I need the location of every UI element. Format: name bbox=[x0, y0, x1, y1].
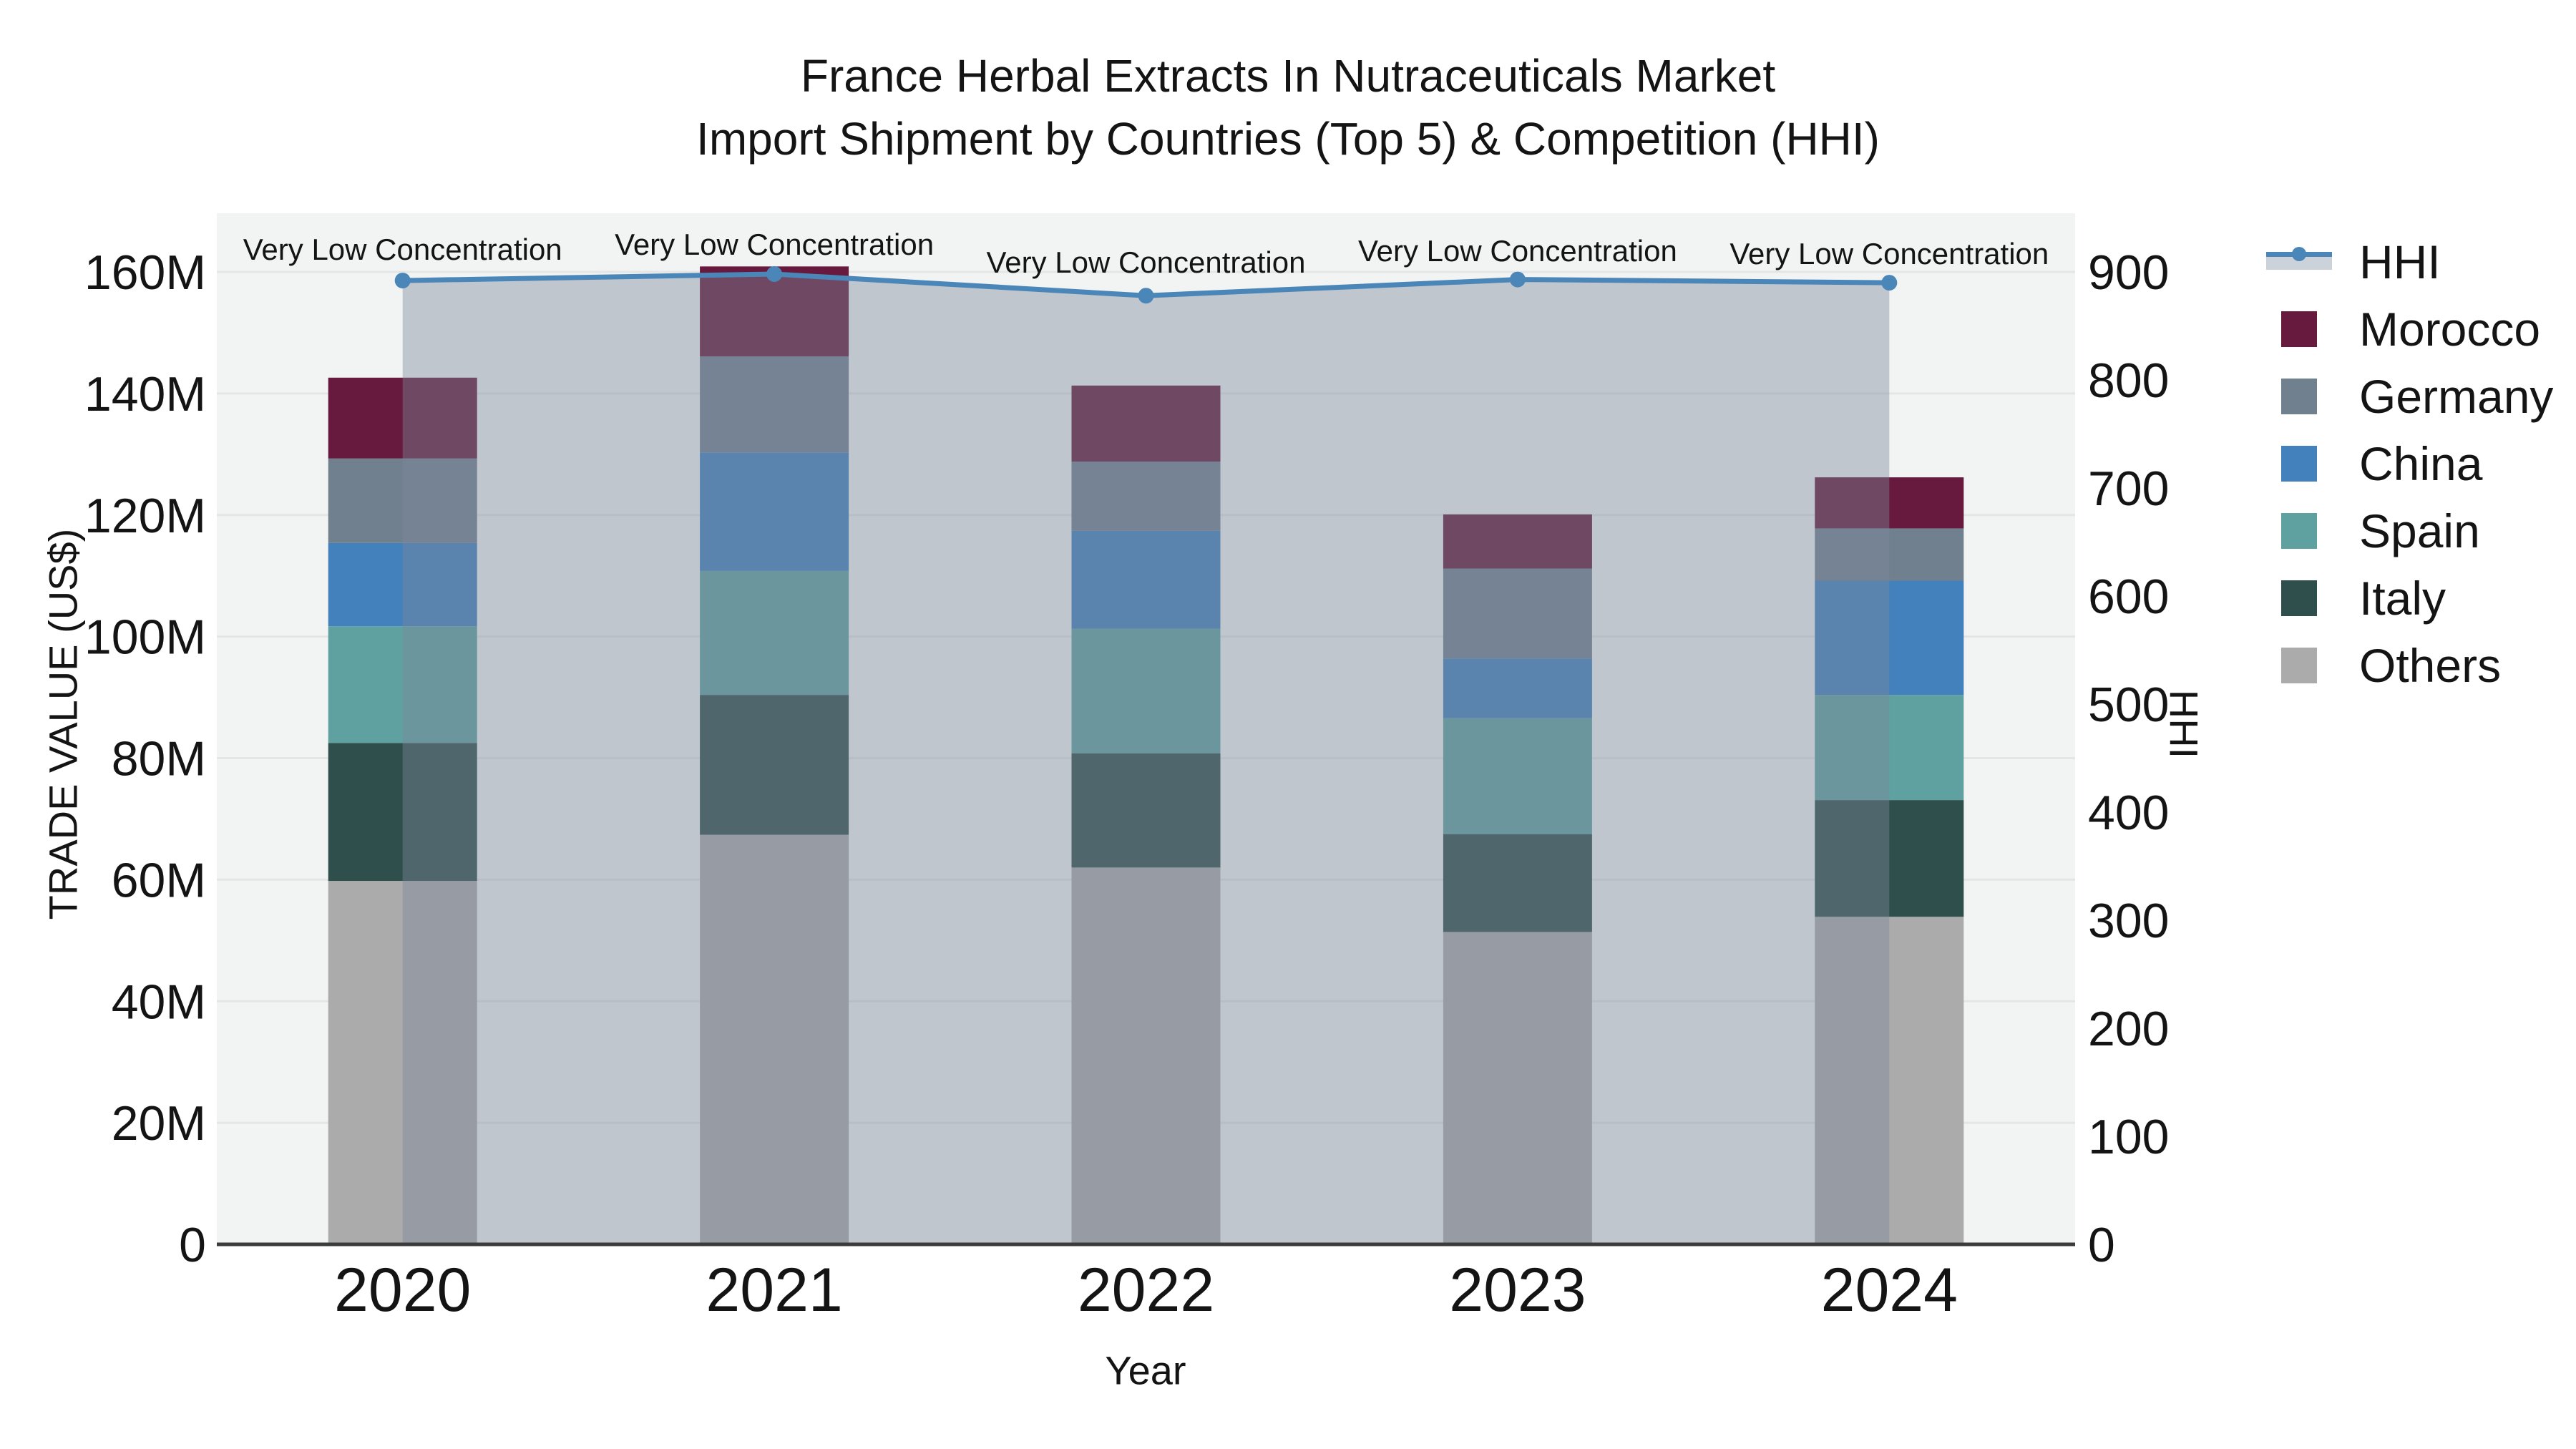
y-right-tick-900: 900 bbox=[2088, 245, 2169, 300]
bar-segment-others-2022[interactable] bbox=[1071, 867, 1221, 1244]
hhi-marker-2020[interactable] bbox=[394, 273, 411, 289]
hhi-marker-2023[interactable] bbox=[1509, 271, 1526, 288]
legend-item-italy[interactable]: Italy bbox=[2265, 565, 2553, 632]
legend-item-morocco[interactable]: Morocco bbox=[2265, 296, 2553, 363]
annotation-2020: Very Low Concentration bbox=[243, 233, 562, 266]
swatch-china bbox=[2281, 446, 2317, 482]
legend-swatch-china bbox=[2265, 446, 2333, 482]
legend-item-spain[interactable]: Spain bbox=[2265, 497, 2553, 565]
x-tick-2021: 2021 bbox=[706, 1256, 842, 1324]
y-left-tick-140M: 140M bbox=[84, 367, 206, 421]
bar-segment-germany-2022[interactable] bbox=[1071, 462, 1221, 531]
hhi-marker-2021[interactable] bbox=[766, 266, 783, 283]
bar-segment-china-2022[interactable] bbox=[1071, 530, 1221, 629]
y-right-tick-400: 400 bbox=[2088, 786, 2169, 840]
y-right-tick-700: 700 bbox=[2088, 462, 2169, 516]
legend-swatch-others bbox=[2265, 648, 2333, 683]
bar-segment-china-2021[interactable] bbox=[700, 452, 849, 571]
bar-segment-italy-2020[interactable] bbox=[328, 743, 477, 882]
legend-label-others: Others bbox=[2359, 639, 2502, 692]
y-left-tick-120M: 120M bbox=[84, 489, 206, 543]
y-right-tick-500: 500 bbox=[2088, 678, 2169, 732]
bar-segment-spain-2024[interactable] bbox=[1815, 695, 1964, 801]
annotation-2023: Very Low Concentration bbox=[1358, 234, 1677, 268]
x-tick-2024: 2024 bbox=[1821, 1256, 1958, 1324]
bar-segment-italy-2022[interactable] bbox=[1071, 753, 1221, 868]
y-left-tick-20M: 20M bbox=[112, 1096, 206, 1151]
hhi-marker-2022[interactable] bbox=[1138, 288, 1154, 304]
y-right-tick-300: 300 bbox=[2088, 894, 2169, 948]
legend-label-spain: Spain bbox=[2359, 504, 2480, 557]
y-right-tick-100: 100 bbox=[2088, 1110, 2169, 1164]
chart-title: France Herbal Extracts In Nutraceuticals… bbox=[0, 44, 2576, 170]
legend-swatch-italy bbox=[2265, 580, 2333, 616]
y-left-tick-40M: 40M bbox=[112, 975, 206, 1029]
legend-item-germany[interactable]: Germany bbox=[2265, 363, 2553, 430]
annotation-2024: Very Low Concentration bbox=[1729, 237, 2049, 270]
bar-segment-germany-2020[interactable] bbox=[328, 458, 477, 543]
legend-item-china[interactable]: China bbox=[2265, 430, 2553, 497]
bar-segment-morocco-2020[interactable] bbox=[328, 377, 477, 459]
x-tick-2023: 2023 bbox=[1449, 1256, 1586, 1324]
legend-swatch-germany bbox=[2265, 379, 2333, 414]
y-right-tick-800: 800 bbox=[2088, 353, 2169, 408]
x-axis-title: Year bbox=[1105, 1347, 1186, 1393]
legend-label-italy: Italy bbox=[2359, 572, 2446, 625]
legend-swatch-morocco bbox=[2265, 311, 2333, 347]
bar-segment-spain-2021[interactable] bbox=[700, 570, 849, 696]
swatch-spain bbox=[2281, 513, 2317, 549]
x-tick-2022: 2022 bbox=[1078, 1256, 1214, 1324]
bar-segment-morocco-2022[interactable] bbox=[1071, 385, 1221, 462]
x-tick-2020: 2020 bbox=[334, 1256, 471, 1324]
annotation-2021: Very Low Concentration bbox=[615, 228, 934, 261]
y-right-tick-600: 600 bbox=[2088, 570, 2169, 624]
bar-segment-china-2024[interactable] bbox=[1815, 580, 1964, 696]
y-left-tick-60M: 60M bbox=[112, 853, 206, 907]
hhi-line-sample-icon bbox=[2265, 247, 2333, 270]
bar-segment-spain-2020[interactable] bbox=[328, 626, 477, 743]
bar-segment-germany-2023[interactable] bbox=[1443, 568, 1592, 659]
bar-segment-china-2023[interactable] bbox=[1443, 658, 1592, 718]
bar-segment-morocco-2024[interactable] bbox=[1815, 477, 1964, 529]
legend-label-germany: Germany bbox=[2359, 370, 2554, 423]
y-left-tick-0: 0 bbox=[179, 1218, 206, 1272]
legend-label-morocco: Morocco bbox=[2359, 303, 2541, 356]
legend-label-china: China bbox=[2359, 437, 2483, 490]
swatch-morocco bbox=[2281, 311, 2317, 347]
bar-segment-others-2024[interactable] bbox=[1815, 917, 1964, 1244]
legend: HHI Morocco Germany China Spain Italy Others bbox=[2265, 228, 2553, 699]
hhi-marker-glyph bbox=[2292, 247, 2306, 261]
hhi-marker-2024[interactable] bbox=[1881, 275, 1898, 291]
y-right-tick-0: 0 bbox=[2088, 1218, 2115, 1272]
bar-segment-others-2021[interactable] bbox=[700, 834, 849, 1244]
swatch-germany bbox=[2281, 379, 2317, 414]
bar-segment-italy-2021[interactable] bbox=[700, 695, 849, 835]
y-left-tick-80M: 80M bbox=[112, 732, 206, 786]
swatch-others bbox=[2281, 648, 2317, 683]
hhi-area-sample bbox=[2266, 247, 2332, 270]
bar-segment-morocco-2023[interactable] bbox=[1443, 514, 1592, 569]
chart-title-line1: France Herbal Extracts In Nutraceuticals… bbox=[800, 50, 1776, 102]
swatch-italy bbox=[2281, 580, 2317, 616]
bar-segment-germany-2024[interactable] bbox=[1815, 528, 1964, 581]
legend-label-hhi: HHI bbox=[2359, 235, 2441, 288]
legend-item-others[interactable]: Others bbox=[2265, 632, 2553, 699]
y-right-tick-200: 200 bbox=[2088, 1002, 2169, 1056]
chart-title-line2: Import Shipment by Countries (Top 5) & C… bbox=[696, 113, 1880, 165]
legend-swatch-spain bbox=[2265, 513, 2333, 549]
legend-item-hhi[interactable]: HHI bbox=[2265, 228, 2553, 296]
annotation-2022: Very Low Concentration bbox=[987, 245, 1306, 279]
bar-segment-italy-2024[interactable] bbox=[1815, 800, 1964, 917]
bar-segment-spain-2022[interactable] bbox=[1071, 628, 1221, 753]
bar-segment-others-2020[interactable] bbox=[328, 881, 477, 1244]
y-left-tick-160M: 160M bbox=[84, 245, 206, 300]
bar-segment-italy-2023[interactable] bbox=[1443, 834, 1592, 932]
bar-segment-germany-2021[interactable] bbox=[700, 356, 849, 453]
bar-segment-others-2023[interactable] bbox=[1443, 932, 1592, 1244]
y-left-tick-100M: 100M bbox=[84, 610, 206, 665]
bar-segment-spain-2023[interactable] bbox=[1443, 718, 1592, 834]
bar-segment-china-2020[interactable] bbox=[328, 542, 477, 627]
hhi-area-fill bbox=[402, 274, 1890, 1244]
